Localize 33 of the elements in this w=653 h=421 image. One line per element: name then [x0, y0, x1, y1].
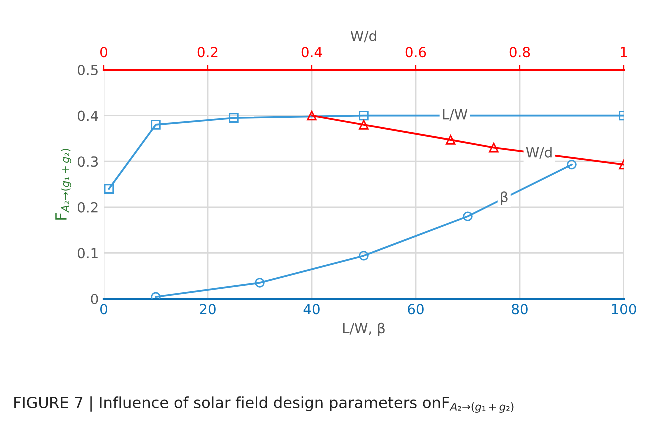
x2-tick-label: 0.6: [406, 47, 426, 58]
x-tick-label: 100: [612, 304, 636, 315]
point: [567, 160, 577, 170]
series-label: L/W: [443, 110, 468, 121]
y-axis-title: F$_{A₂→(g₁+g₂)}$: [56, 149, 72, 220]
x-tick-label: 20: [200, 304, 216, 315]
x2-tick-label: 0: [100, 47, 108, 58]
point: [229, 113, 239, 123]
point: [104, 184, 114, 194]
y-tick-label: 0.2: [78, 202, 98, 213]
x2-tick-label: 0.8: [510, 47, 530, 58]
x-axis-title: L/W, β: [343, 322, 385, 336]
x-tick-label: 80: [512, 304, 528, 315]
point: [359, 251, 369, 261]
y-tick-label: 0.1: [78, 248, 98, 259]
x2-axis-title: W/d: [350, 30, 376, 43]
series-label: β: [501, 192, 508, 206]
series-label: W/d: [526, 147, 552, 159]
point: [463, 212, 473, 222]
x2-tick-label: 0.2: [198, 47, 218, 58]
y-tick-label: 0.4: [78, 110, 98, 122]
x2-tick-label: 0.4: [302, 47, 322, 58]
point: [255, 278, 265, 288]
y-tick-label: 0.3: [78, 156, 98, 168]
y-tick-label: 0: [91, 294, 98, 304]
point: [151, 120, 161, 130]
x2-tick-label: 1: [621, 47, 628, 58]
x-tick-label: 0: [100, 304, 108, 315]
caption: FIGURE 7 | Influence of solar field design parameters onF$_{A₂→(g₁+g₂)}$: [14, 396, 514, 414]
x-tick-label: 40: [304, 304, 320, 315]
point: [359, 110, 369, 121]
x-tick-label: 60: [408, 304, 424, 315]
y-tick-label: 0.5: [78, 64, 98, 76]
